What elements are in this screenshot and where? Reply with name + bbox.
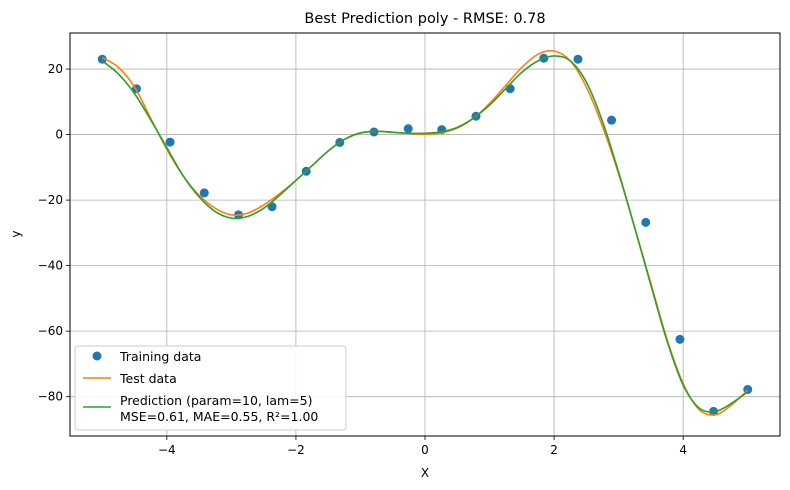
training-data-point xyxy=(641,217,651,227)
training-data-point xyxy=(165,137,175,147)
y-axis-label: y xyxy=(9,230,23,237)
y-tick-label: −60 xyxy=(38,324,63,338)
legend-label-training: Training data xyxy=(119,349,201,364)
x-tick-label: 2 xyxy=(550,443,558,457)
prediction-line xyxy=(101,55,749,413)
training-data-point xyxy=(97,54,107,64)
y-tick-label: 0 xyxy=(55,128,63,142)
y-tick-label: 20 xyxy=(48,62,63,76)
x-tick-label: 4 xyxy=(679,443,687,457)
training-data-point xyxy=(403,124,413,134)
y-tick-label: −20 xyxy=(38,193,63,207)
x-tick-label: 0 xyxy=(421,443,429,457)
training-data-point xyxy=(675,334,685,344)
training-data-point xyxy=(199,188,209,198)
training-data-point xyxy=(607,115,617,125)
y-tick-label: −40 xyxy=(38,259,63,273)
legend: Training data Test data Prediction (para… xyxy=(74,345,347,431)
training-data-point xyxy=(505,84,515,94)
x-tick-label: −4 xyxy=(158,443,176,457)
training-data-point xyxy=(573,54,583,64)
legend-marker-training xyxy=(92,351,102,361)
legend-label-prediction: Prediction (param=10, lam=5) xyxy=(120,393,312,408)
x-axis-label: X xyxy=(421,466,429,480)
plot-series xyxy=(97,49,753,416)
legend-box xyxy=(74,345,347,431)
x-tick-label: −2 xyxy=(287,443,305,457)
chart-title: Best Prediction poly - RMSE: 0.78 xyxy=(304,11,545,27)
legend-label-test: Test data xyxy=(119,371,177,386)
legend-label-prediction-metrics: MSE=0.61, MAE=0.55, R²=1.00 xyxy=(120,409,318,424)
y-tick-label: −80 xyxy=(38,390,63,404)
